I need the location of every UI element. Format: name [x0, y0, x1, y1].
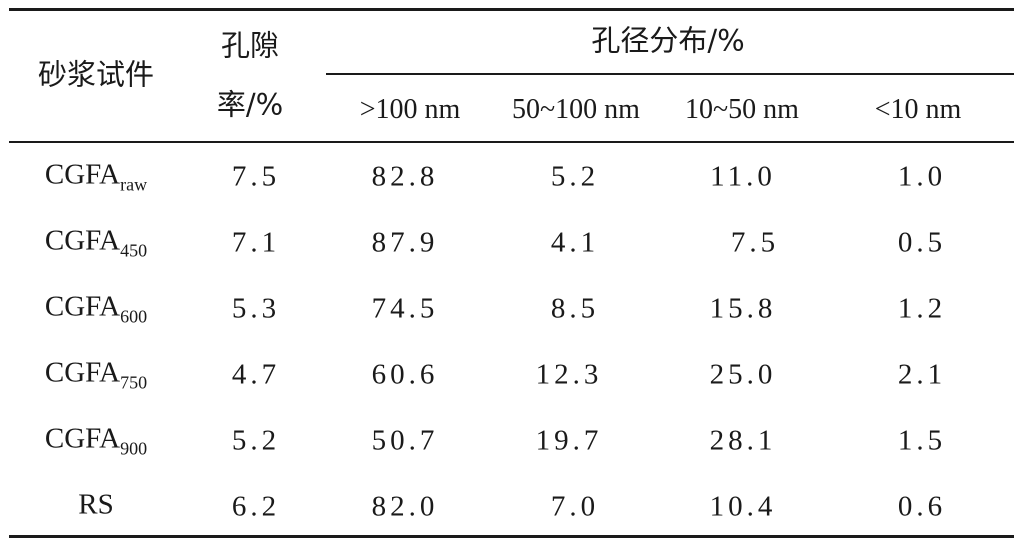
row-specimen-name: CGFA900 [44, 422, 148, 459]
row-value-gt100: 60.6 [371, 358, 439, 391]
row-porosity: 4.7 [231, 358, 281, 391]
row-value-10-50: 10.4 [709, 490, 777, 523]
row-value-gt100: 50.7 [371, 424, 439, 457]
row-value-lt10: 0.5 [897, 226, 947, 259]
header-porosity-line2: 率/% [216, 87, 284, 122]
header-range-lt10: <10 nm [874, 94, 962, 125]
row-value-lt10: 1.2 [897, 292, 947, 325]
row-value-lt10: 2.1 [897, 358, 947, 391]
row-value-50-100: 4.1 [550, 226, 600, 259]
row-value-10-50: 28.1 [709, 424, 777, 457]
row-value-gt100: 74.5 [371, 292, 439, 325]
row-specimen-name: RS [78, 488, 114, 521]
header-porosity-line1: 孔隙 [220, 28, 280, 63]
header-range-gt100: >100 nm [359, 94, 461, 125]
row-specimen-name: CGFA600 [44, 290, 148, 327]
row-value-lt10: 1.5 [897, 424, 947, 457]
row-value-10-50: 25.0 [709, 358, 777, 391]
row-value-lt10: 1.0 [897, 160, 947, 193]
header-range-50-100: 50~100 nm [512, 94, 640, 125]
row-value-gt100: 87.9 [371, 226, 439, 259]
bottom-rule [9, 535, 1014, 538]
row-value-50-100: 8.5 [550, 292, 600, 325]
header-specimen: 砂浆试件 [37, 57, 155, 92]
row-value-10-50: 11.0 [710, 160, 776, 193]
group-rule [326, 73, 1014, 75]
row-value-50-100: 12.3 [535, 358, 603, 391]
row-value-50-100: 19.7 [535, 424, 603, 457]
header-distribution: 孔径分布/% [591, 23, 745, 58]
top-rule [9, 8, 1014, 11]
row-specimen-name: CGFA450 [44, 224, 148, 261]
row-porosity: 5.2 [231, 424, 281, 457]
row-porosity: 5.3 [231, 292, 281, 325]
row-specimen-name: CGFAraw [44, 158, 148, 195]
row-value-gt100: 82.8 [371, 160, 439, 193]
row-value-lt10: 0.6 [897, 490, 947, 523]
row-value-gt100: 82.0 [371, 490, 439, 523]
row-porosity: 7.1 [231, 226, 281, 259]
row-value-50-100: 5.2 [550, 160, 600, 193]
row-porosity: 6.2 [231, 490, 281, 523]
header-range-10-50: 10~50 nm [685, 94, 799, 125]
row-specimen-name: CGFA750 [44, 356, 148, 393]
row-value-10-50: 15.8 [709, 292, 777, 325]
row-value-50-100: 7.0 [550, 490, 600, 523]
row-porosity: 7.5 [231, 160, 281, 193]
header-rule [9, 141, 1014, 143]
row-value-10-50: 7.5 [730, 226, 780, 259]
